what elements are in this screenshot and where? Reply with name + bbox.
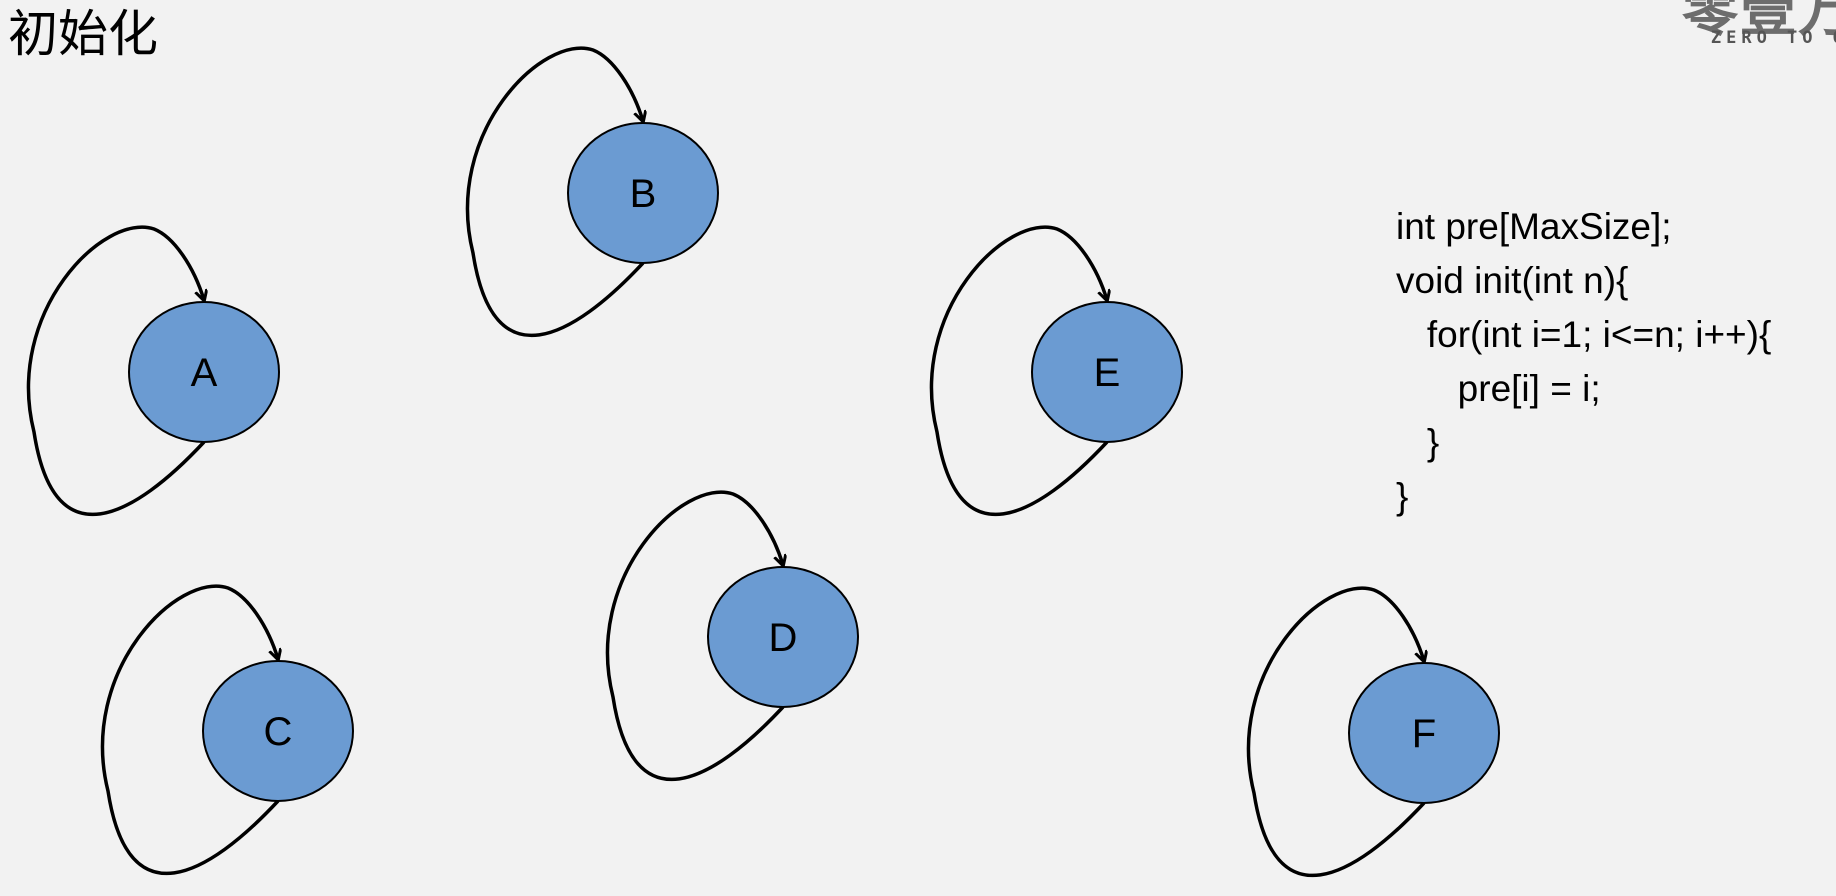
- code-line: int pre[MaxSize];: [1396, 206, 1672, 247]
- brand-logo: 零壹万 ZERO TO O: [1646, 0, 1836, 60]
- node-label-e: E: [1094, 351, 1121, 395]
- page-title: 初始化: [8, 5, 158, 63]
- self-loop-edge-c: [100, 584, 278, 876]
- node-b: [567, 122, 719, 264]
- code-line: pre[i] = i;: [1396, 368, 1601, 409]
- node-a: [128, 301, 280, 443]
- self-loop-edge-f: [1246, 586, 1424, 878]
- node-d: [707, 566, 859, 708]
- graph-layer: A B C D E F: [26, 46, 1500, 878]
- node-label-a: A: [191, 351, 218, 395]
- node-label-f: F: [1412, 712, 1436, 756]
- self-loop-edge-b: [465, 46, 643, 338]
- code-line: }: [1396, 422, 1440, 463]
- logo-mark: 零壹万: [1682, 0, 1836, 44]
- logo-subtitle: ZERO TO O: [1710, 28, 1836, 48]
- node-e: [1031, 301, 1183, 443]
- node-c: [202, 660, 354, 802]
- node-label-b: B: [630, 172, 657, 216]
- code-line: void init(int n){: [1396, 260, 1629, 301]
- self-loop-edge-a: [26, 225, 204, 517]
- self-loop-edge-e: [929, 225, 1107, 517]
- code-block: int pre[MaxSize]; void init(int n){ for(…: [1396, 200, 1771, 524]
- code-line: for(int i=1; i<=n; i++){: [1396, 314, 1772, 355]
- node-label-d: D: [769, 616, 798, 660]
- code-line: }: [1396, 476, 1409, 517]
- self-loop-edge-d: [605, 490, 783, 782]
- node-f: [1348, 662, 1500, 804]
- node-label-c: C: [264, 710, 293, 754]
